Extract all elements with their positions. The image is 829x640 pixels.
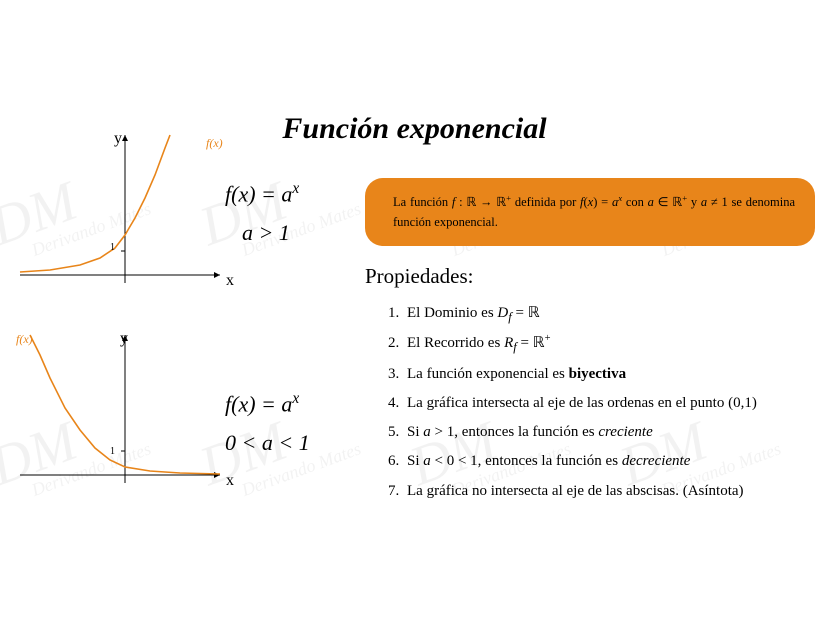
property-item: Si a > 1, entonces la función es crecien…	[403, 418, 815, 447]
properties-list: El Dominio es Df = ℝEl Recorrido es Rf =…	[365, 299, 815, 506]
graph-decreasing: y x f(x) 1 f(x) = ax 0 < a < 1	[10, 330, 355, 510]
property-item: Si a < 0 < 1, entonces la función es dec…	[403, 447, 815, 476]
property-item: La función exponencial es biyectiva	[403, 360, 815, 389]
graph2-svg	[10, 330, 230, 490]
graph1-fx-label: f(x)	[206, 136, 223, 151]
property-item: La gráfica no intersecta al eje de las a…	[403, 477, 815, 506]
property-item: El Dominio es Df = ℝ	[403, 299, 815, 329]
graph2-y-label: y	[120, 330, 128, 348]
graph2-equation: f(x) = ax	[225, 390, 299, 417]
graph1-condition: a > 1	[242, 220, 290, 246]
property-item: El Recorrido es Rf = ℝ+	[403, 329, 815, 359]
graph2-condition: 0 < a < 1	[225, 430, 310, 456]
left-column: y x f(x) 1 f(x) = ax a > 1 y x f(x) 1 f(…	[10, 130, 355, 510]
graph2-fx-label: f(x)	[16, 332, 33, 347]
right-column: La función f : ℝ → ℝ+ definida por f(x) …	[365, 178, 815, 506]
graph1-one-label: 1	[110, 242, 115, 253]
graph1-x-label: x	[226, 272, 234, 290]
graph1-svg	[10, 130, 230, 290]
property-item: La gráfica intersecta al eje de las orde…	[403, 389, 815, 418]
graph-increasing: y x f(x) 1 f(x) = ax a > 1	[10, 130, 355, 310]
graph1-equation: f(x) = ax	[225, 180, 299, 207]
graph2-x-label: x	[226, 472, 234, 490]
graph1-y-label: y	[114, 130, 122, 148]
graph2-one-label: 1	[110, 446, 115, 457]
definition-box: La función f : ℝ → ℝ+ definida por f(x) …	[365, 178, 815, 246]
properties-title: Propiedades:	[365, 264, 815, 289]
